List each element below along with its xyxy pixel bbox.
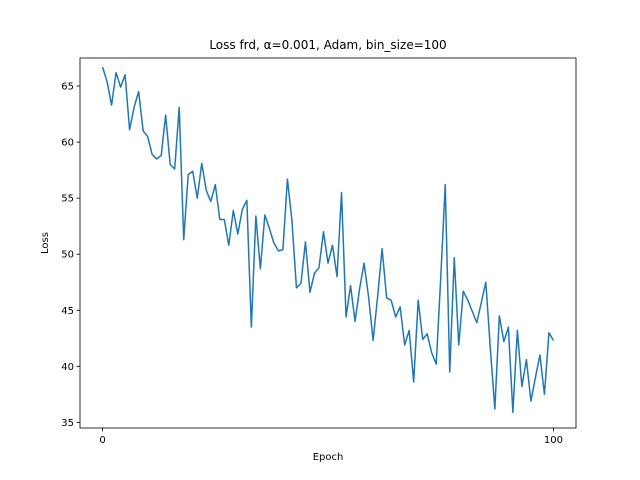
x-tick-label: 0 xyxy=(99,435,105,446)
axis-ticks: 0 100 35 40 45 50 55 60 65 xyxy=(61,82,563,446)
x-tick-label: 100 xyxy=(544,435,563,446)
plot-area xyxy=(101,66,555,414)
loss-series-line-0 xyxy=(101,66,555,414)
y-tick-label: 50 xyxy=(61,250,74,261)
y-axis-label: Loss xyxy=(40,232,51,254)
y-tick-label: 35 xyxy=(61,418,74,429)
x-axis-label: Epoch xyxy=(313,452,344,463)
y-tick-label: 40 xyxy=(61,362,74,373)
chart-title: Loss frd, α=0.001, Adam, bin_size=100 xyxy=(209,38,446,52)
y-tick-label: 45 xyxy=(61,306,74,317)
y-tick-label: 55 xyxy=(61,194,74,205)
axes-frame xyxy=(79,57,577,429)
y-tick-label: 60 xyxy=(61,138,74,149)
y-tick-label: 65 xyxy=(61,82,74,93)
